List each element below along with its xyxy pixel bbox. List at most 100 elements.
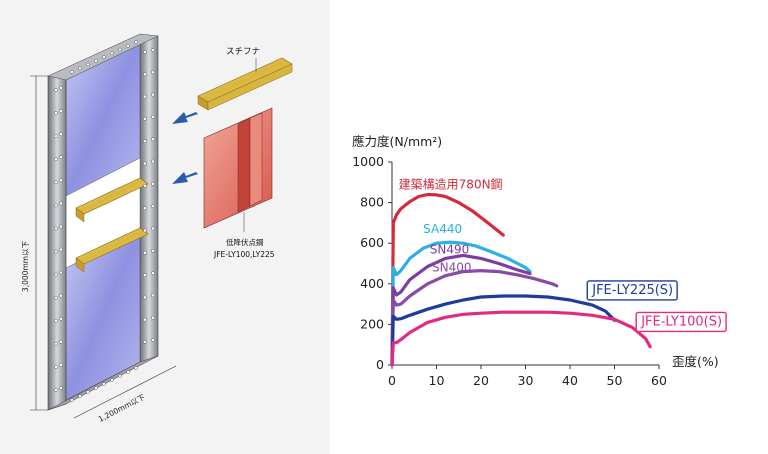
bolt-hole (59, 201, 63, 206)
stress-strain-chart: 0 200 400 600 800 1000 0 10 20 30 40 50 60 建築構造用780N… (330, 0, 768, 454)
exploded-stiffener (197, 57, 293, 103)
bolt-hole (143, 340, 147, 344)
y-axis-label: 應力度(N/mm²) (352, 134, 442, 149)
bolt-hole (54, 157, 58, 161)
series-label: SN490 (430, 242, 470, 256)
bolt-hole (59, 224, 63, 229)
bolt-hole (118, 47, 122, 52)
bolt-hole (143, 94, 147, 99)
steel-label-line1: 低降伏点鋼 (226, 237, 264, 247)
bolt-hole (151, 293, 155, 298)
damper-drawing: 3,000mm以下 1,200mm以下 スチフナ 低降伏点鋼 JFE-LY100… (21, 33, 293, 424)
bolt-hole (54, 180, 58, 185)
bolt-hole (94, 59, 98, 63)
bolt-hole (134, 366, 138, 370)
bolt-hole (151, 137, 155, 141)
bolt-hole (151, 248, 155, 253)
bolt-hole (143, 295, 147, 300)
x-tick-label: 60 (651, 373, 667, 388)
bolt-hole (78, 66, 82, 71)
bolt-hole (59, 270, 63, 275)
bolt-hole (59, 293, 63, 298)
bolt-hole (151, 115, 155, 119)
bolt-hole (54, 341, 58, 346)
bolt-hole (59, 132, 63, 136)
bolt-hole (54, 272, 58, 277)
bolt-hole (59, 109, 63, 113)
bolt-hole (102, 55, 106, 59)
series-line (390, 192, 505, 367)
bolt-hole (126, 44, 130, 48)
bolt-hole (54, 318, 58, 323)
bolt-hole (151, 338, 155, 342)
bolt-hole (151, 159, 155, 164)
bolt-hole (54, 134, 58, 138)
bolt-hole (110, 51, 114, 55)
bolt-hole (86, 62, 90, 67)
width-dimension-label: 1,200mm以下 (97, 392, 147, 423)
bolt-hole (143, 206, 147, 210)
bolt-hole (126, 370, 130, 374)
bolt-hole (54, 295, 58, 300)
series-label: SA440 (423, 222, 462, 236)
bolt-hole (143, 273, 147, 277)
chart-svg: 0 200 400 600 800 1000 0 10 20 30 40 50 60 建築構造用780N… (352, 134, 727, 388)
x-axis-label: 歪度(%) (672, 354, 719, 369)
x-tick-label: 0 (388, 373, 396, 388)
x-tick-label: 50 (607, 373, 623, 388)
y-tick-label: 800 (360, 195, 384, 210)
series-label: SN400 (432, 261, 472, 275)
y-tick-label: 1000 (352, 154, 384, 169)
arrow-icon (172, 172, 198, 184)
bolt-hole (143, 228, 147, 233)
x-tick-label: 40 (562, 373, 578, 388)
series-label: JFE-LY100(S) (640, 314, 722, 329)
bolt-hole (143, 183, 147, 188)
bolt-hole (134, 40, 138, 44)
series-line (390, 269, 559, 367)
bolt-hole (59, 363, 63, 367)
bolt-hole (54, 203, 58, 208)
bolt-hole (143, 250, 147, 255)
bolt-hole (151, 204, 155, 208)
bolt-hole (59, 386, 63, 390)
bolt-hole (151, 92, 155, 97)
bolt-hole (151, 48, 155, 52)
bolt-hole (110, 378, 114, 382)
bolt-hole (54, 111, 58, 115)
arrow-icon (172, 112, 198, 124)
y-tick-label: 200 (360, 316, 384, 331)
bolt-hole (118, 374, 122, 378)
bolt-hole (59, 316, 63, 321)
bolt-hole (70, 70, 74, 74)
bolt-hole (54, 226, 58, 231)
left-flange (47, 71, 67, 411)
bolt-hole (94, 386, 98, 390)
right-flange (139, 35, 159, 363)
bolt-hole (59, 178, 63, 183)
bolt-hole (54, 365, 58, 369)
bolt-hole (143, 72, 147, 77)
bolt-hole (54, 88, 58, 92)
stiffener-label: スチフナ (226, 47, 260, 57)
bolt-hole (54, 388, 58, 392)
bolt-hole (59, 339, 63, 344)
bolt-hole (143, 161, 147, 166)
series-label: JFE-LY225(S) (591, 283, 673, 298)
bolt-hole (151, 181, 155, 186)
bolt-hole (78, 394, 82, 398)
steel-label-line2: JFE-LY100,LY225 (213, 250, 275, 259)
series-line (390, 240, 532, 367)
bolt-hole (59, 86, 63, 90)
y-tick-label: 400 (360, 276, 384, 291)
bolt-hole (70, 398, 74, 402)
bolt-hole (143, 117, 147, 121)
height-dimension-label: 3,000mm以下 (21, 240, 30, 292)
bolt-hole (151, 315, 155, 320)
bolt-hole (86, 390, 90, 394)
series-label-box (635, 311, 727, 333)
bolt-hole (151, 271, 155, 275)
bolt-hole (59, 247, 63, 252)
series-label: 建築構造用780N鋼 (399, 176, 503, 191)
bolt-hole (143, 317, 147, 322)
